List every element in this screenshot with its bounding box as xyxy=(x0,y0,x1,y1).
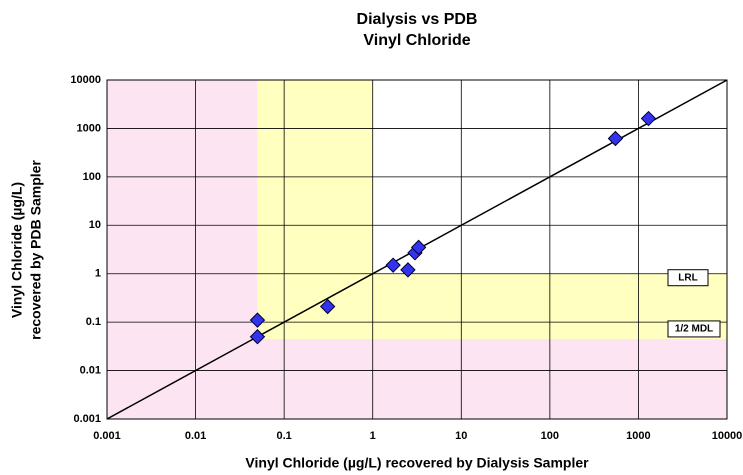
annotation-label: LRL xyxy=(678,272,697,283)
annotation-box xyxy=(667,269,709,287)
x-tick-label: 0.001 xyxy=(93,430,121,442)
x-tick-label: 10 xyxy=(455,430,467,442)
chart-title: Vinyl Chloride xyxy=(363,32,470,49)
x-tick-label: 1000 xyxy=(626,430,650,442)
data-point xyxy=(385,257,401,273)
annotation-box xyxy=(667,320,721,338)
y-tick-label: 1000 xyxy=(77,122,101,134)
data-point xyxy=(319,298,336,315)
annotation-label: 1/2 MDL xyxy=(675,324,713,335)
y-tick-label: 0.1 xyxy=(86,316,101,328)
data-point xyxy=(249,329,266,345)
data-point xyxy=(410,239,427,256)
y-tick-label: 10000 xyxy=(70,74,101,86)
region-below-lrl xyxy=(257,273,727,339)
chart-title: Dialysis vs PDB xyxy=(357,11,478,28)
x-axis-label: Vinyl Chloride (µg/L) recovered by Dialy… xyxy=(245,455,589,471)
x-tick-label: 1 xyxy=(370,430,376,442)
y-tick-label: 0.001 xyxy=(73,413,101,425)
y-axis-label: recovered by PDB Sampler xyxy=(28,160,44,340)
x-tick-label: 10000 xyxy=(712,430,743,442)
data-point xyxy=(607,130,624,147)
data-point xyxy=(400,262,416,278)
region-below-mdl xyxy=(107,338,727,419)
y-axis-label: Vinyl Chloride (µg/L) xyxy=(9,182,25,318)
data-point xyxy=(640,110,657,127)
y-tick-label: 0.01 xyxy=(80,364,101,376)
y-tick-label: 100 xyxy=(83,171,101,183)
x-tick-label: 100 xyxy=(541,430,559,442)
y-tick-label: 10 xyxy=(89,219,101,231)
data-point xyxy=(249,312,266,328)
y-tick-label: 1 xyxy=(95,268,101,280)
x-tick-label: 0.01 xyxy=(185,430,206,442)
plot-border xyxy=(106,79,728,420)
x-tick-label: 0.1 xyxy=(276,430,291,442)
